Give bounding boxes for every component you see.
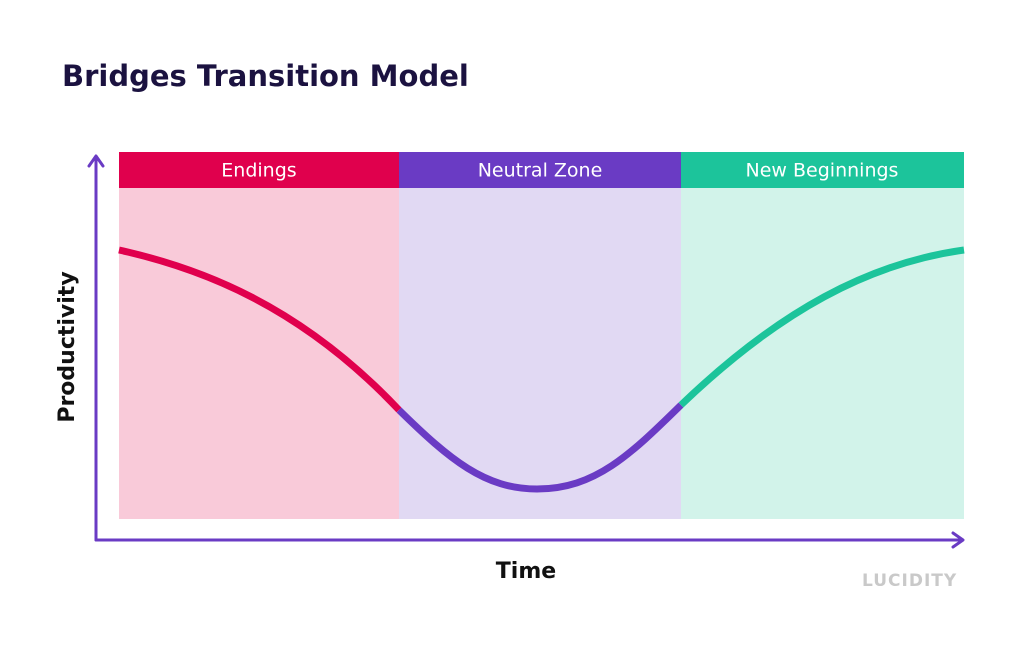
new-beginnings-header	[681, 152, 964, 188]
phase-label: Endings	[221, 160, 296, 182]
neutral-zone	[399, 188, 681, 519]
endings-header	[119, 152, 399, 188]
logo: LUCIDITY	[862, 571, 957, 591]
endings-zone	[119, 188, 399, 519]
phase-label: New Beginnings	[746, 160, 899, 182]
x-axis-label: Time	[496, 559, 556, 584]
neutral-header	[399, 152, 681, 188]
curve-new	[678, 246, 965, 408]
curve-endings	[118, 246, 402, 413]
y-axis-label: Productivity	[55, 271, 80, 422]
curve-neutral	[396, 402, 684, 493]
phase-label: Neutral Zone	[478, 160, 603, 182]
axes	[87, 154, 965, 549]
new-beginnings-zone	[681, 188, 964, 519]
title: Bridges Transition Model	[62, 59, 469, 93]
